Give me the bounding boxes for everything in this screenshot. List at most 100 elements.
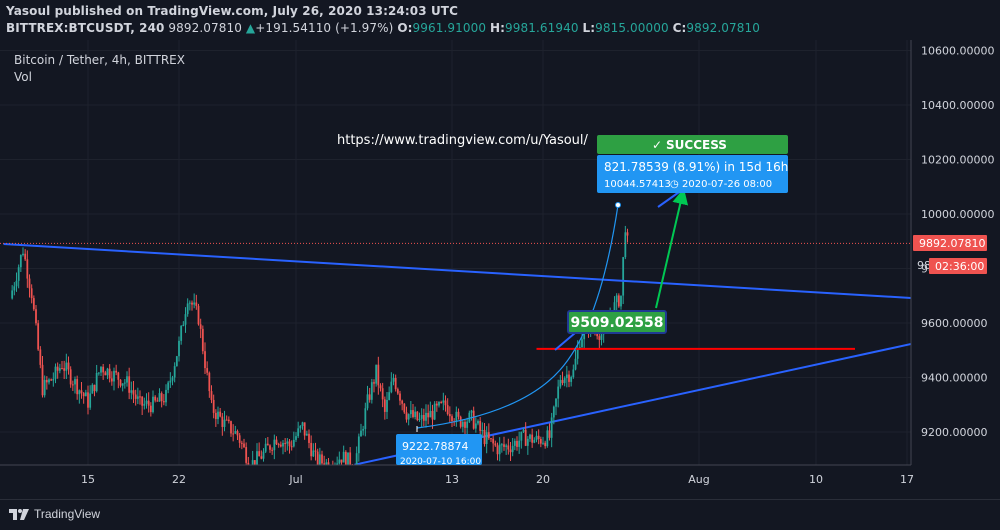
candle-body (201, 328, 204, 352)
candle-body (310, 442, 313, 457)
candle-body (43, 379, 46, 396)
candle-body (210, 391, 213, 400)
candle-body (425, 412, 427, 421)
candle-body (232, 433, 235, 435)
candle-body (477, 421, 479, 424)
candle-body (444, 400, 447, 406)
candle-body (598, 336, 601, 340)
candle-body (71, 384, 74, 386)
candle-body (17, 267, 20, 281)
candle-body (115, 370, 118, 373)
candle-body (13, 286, 16, 291)
candle-body (132, 390, 135, 395)
candle-body (513, 440, 516, 446)
candle-body (386, 399, 388, 412)
candle-body (108, 368, 111, 379)
candle-body (552, 406, 555, 418)
candle-body (568, 374, 570, 382)
symbol-line: BITTREX:BTCUSDT, 240 9892.07810 ▲+191.54… (6, 21, 760, 35)
grid (0, 40, 911, 465)
candle-body (141, 396, 144, 406)
candle-body (559, 379, 562, 387)
candle-body (340, 459, 343, 463)
target-arrow (655, 188, 689, 309)
candle-body (464, 421, 466, 428)
candle-body (494, 443, 497, 446)
candle-body (54, 366, 57, 379)
price-tick-label: 9200.00000 (921, 426, 987, 439)
candle-body (511, 445, 514, 453)
candle-body (529, 434, 531, 439)
partial-price-tick: 98 (917, 259, 931, 272)
candle-body (134, 394, 137, 399)
candle-body (52, 378, 55, 381)
candle-body (535, 435, 538, 440)
candle-body (69, 369, 72, 385)
candle-body (507, 445, 510, 450)
candle-body (245, 447, 248, 463)
candle-body (498, 444, 501, 455)
candle-body (435, 403, 438, 406)
candle-body (479, 421, 482, 431)
candle-body (165, 389, 167, 403)
candle-body (338, 459, 341, 464)
time-tick-label: Jul (288, 473, 302, 486)
candle-body (483, 429, 486, 445)
candle-body (186, 303, 189, 315)
measure-start-box (396, 434, 482, 465)
candle-body (492, 438, 495, 444)
candle-body (65, 362, 68, 371)
measure-change: 821.78539 (8.91%) in 15d 16h (604, 160, 788, 174)
candle-body (292, 439, 295, 447)
candle-body (128, 376, 131, 393)
candle-body (347, 452, 349, 465)
candle-body (253, 460, 256, 465)
candle-body (119, 379, 122, 386)
candle-body (19, 255, 22, 268)
high-value: 9981.61940 (505, 21, 579, 35)
candle-body (574, 358, 577, 370)
candle-body (11, 290, 14, 299)
candle-body (366, 394, 369, 409)
tradingview-brand[interactable]: TradingView (34, 507, 101, 521)
candle-body (271, 449, 274, 451)
candle-body (251, 460, 254, 465)
time-axis[interactable]: 15 22 Jul 13 20 Aug 10 17 (81, 473, 914, 486)
candle-body (63, 368, 66, 371)
candle-body (247, 462, 250, 465)
url-annotation: https://www.tradingview.com/u/Yasoul/ (337, 133, 589, 148)
candle-body (524, 429, 527, 446)
candle-body (321, 454, 323, 464)
price-chart[interactable]: 9200.000009400.000009600.000009800.00000… (0, 40, 1000, 499)
candle-body (314, 450, 317, 452)
candle-body (154, 396, 157, 401)
candle-body (429, 410, 432, 418)
candle-body (290, 446, 293, 448)
candle-body (212, 399, 215, 413)
entry-price-box (567, 310, 667, 334)
price-tick-label: 10400.00000 (921, 99, 994, 112)
candle-body (379, 385, 382, 389)
candle-body (396, 389, 399, 394)
footer: TradingView (0, 499, 1000, 530)
candle-body (373, 382, 375, 384)
candle-body (576, 348, 579, 359)
candle-body (67, 362, 70, 370)
tradingview-logo-icon[interactable] (8, 505, 30, 523)
candle-body (470, 410, 473, 413)
candle-body (169, 380, 172, 383)
candle-body (485, 432, 488, 445)
candle-body (297, 428, 300, 437)
candle-body (626, 232, 629, 236)
candle-body (375, 364, 378, 384)
candle-body (392, 378, 395, 382)
measure-box (597, 155, 788, 193)
candle-body (230, 421, 232, 434)
candle-body (110, 378, 113, 382)
candle-body (496, 445, 499, 455)
candle-body (537, 435, 540, 440)
candle-body (581, 339, 583, 348)
candle-body (327, 462, 330, 465)
time-tick-label: 22 (172, 473, 186, 486)
time-tick-label: 15 (81, 473, 95, 486)
